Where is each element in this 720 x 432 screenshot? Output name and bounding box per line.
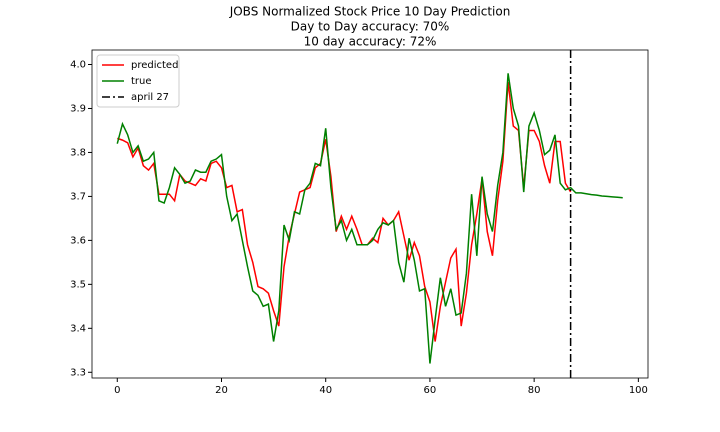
legend-label: april 27	[131, 92, 169, 103]
x-tick-label: 80	[528, 385, 541, 396]
y-tick-label: 3.3	[70, 367, 86, 378]
plot-frame	[91, 49, 649, 379]
x-tick-label: 100	[629, 385, 648, 396]
y-tick-label: 3.5	[70, 279, 86, 290]
legend-label: predicted	[131, 60, 178, 71]
y-tick-label: 3.9	[70, 103, 86, 114]
x-tick-label: 60	[424, 385, 437, 396]
y-tick-label: 3.7	[70, 191, 86, 202]
y-tick-label: 3.8	[70, 147, 86, 158]
y-tick-label: 3.4	[70, 323, 86, 334]
chart-subtitle: Day to Day accuracy: 70%	[291, 20, 450, 34]
chart-title: JOBS Normalized Stock Price 10 Day Predi…	[229, 5, 511, 19]
legend-box	[96, 54, 180, 108]
y-tick-label: 3.6	[70, 235, 86, 246]
series-line	[116, 73, 623, 364]
y-tick-label: 4.0	[70, 60, 86, 71]
x-tick-label: 40	[319, 385, 332, 396]
x-tick-label: 20	[215, 385, 228, 396]
x-tick-label: 0	[114, 385, 120, 396]
series-line	[117, 82, 572, 342]
legend-label: true	[131, 76, 152, 87]
chart-subtitle: 10 day accuracy: 72%	[304, 35, 437, 49]
